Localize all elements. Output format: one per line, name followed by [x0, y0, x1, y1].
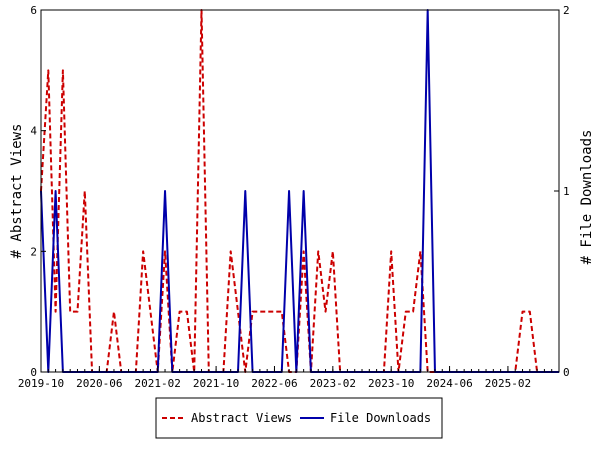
legend-label-abstract-views: Abstract Views: [191, 411, 292, 425]
x-axis-tick-label: 2020-06: [76, 377, 122, 390]
x-axis-tick-label: 2021-10: [193, 377, 239, 390]
y-axis-right-tick-label: 2: [563, 4, 570, 17]
y-axis-right-tick-label: 0: [563, 366, 570, 379]
plot-background: [41, 10, 559, 372]
y-axis-left-tick-label: 4: [30, 125, 37, 138]
y-axis-right-tick-label: 1: [563, 185, 570, 198]
y-axis-left-tick-label: 2: [30, 245, 37, 258]
y-axis-left-tick-label: 6: [30, 4, 37, 17]
x-axis-tick-label: 2022-06: [251, 377, 297, 390]
legend: Abstract Views File Downloads: [155, 397, 443, 439]
y-axis-right-label: # File Downloads: [579, 130, 595, 265]
y-axis-left-label: # Abstract Views: [9, 124, 25, 259]
x-axis-tick-label: 2024-06: [426, 377, 472, 390]
x-axis-tick-label: 2023-02: [310, 377, 356, 390]
legend-label-file-downloads: File Downloads: [330, 411, 431, 425]
x-axis-tick-label: 2025-02: [485, 377, 531, 390]
legend-box: [155, 397, 443, 439]
x-axis-tick-label: 2021-02: [135, 377, 181, 390]
y-axis-left-tick-label: 0: [30, 366, 37, 379]
x-axis-tick-label: 2019-10: [18, 377, 64, 390]
axis-layer: 2019-10 2020-06 2021-02 2021-10 2022-06 2023-…: [18, 4, 570, 390]
x-axis-tick-label: 2023-10: [368, 377, 414, 390]
